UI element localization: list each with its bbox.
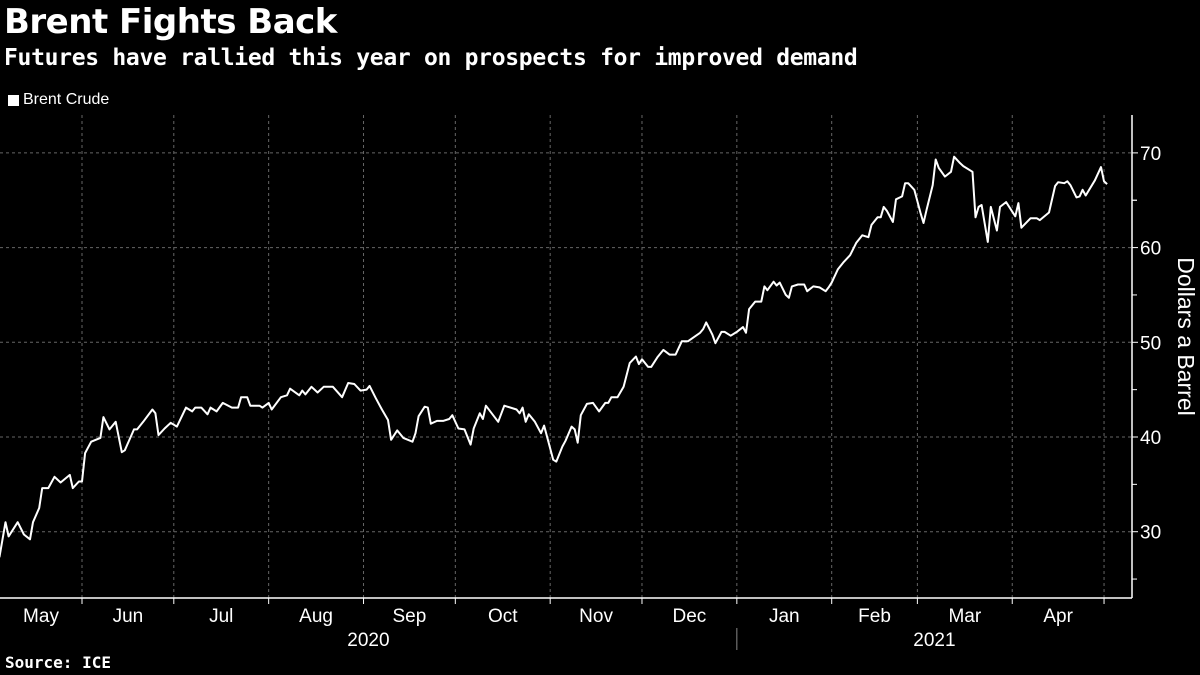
source-note: Source: ICE — [5, 653, 111, 672]
chart-title: Brent Fights Back — [4, 2, 337, 42]
y-tick-label: 50 — [1140, 333, 1161, 354]
x-tick-label: Mar — [948, 606, 981, 627]
x-tick-label: Jul — [209, 606, 233, 627]
series-line-brent-crude — [0, 155, 1108, 558]
year-label: 2021 — [913, 630, 955, 651]
y-tick-label: 60 — [1140, 239, 1161, 260]
x-tick-label: Feb — [858, 606, 891, 627]
x-tick-label: Oct — [488, 606, 518, 627]
legend-label: Brent Crude — [23, 91, 110, 108]
y-tick-label: 70 — [1140, 144, 1161, 165]
y-axis-title: Dollars a Barrel — [1173, 257, 1199, 416]
x-tick-label: Jan — [769, 606, 800, 627]
x-tick-label: Apr — [1043, 606, 1073, 627]
chart-subtitle: Futures have rallied this year on prospe… — [4, 45, 858, 71]
legend: Brent Crude — [8, 91, 109, 109]
y-tick-label: 40 — [1140, 428, 1161, 449]
x-tick-label: May — [23, 606, 59, 627]
x-tick-label: Jun — [113, 606, 144, 627]
x-tick-label: Sep — [393, 606, 427, 627]
legend-swatch — [8, 94, 19, 106]
y-tick-label: 30 — [1140, 523, 1161, 544]
x-tick-label: Dec — [673, 606, 707, 627]
x-tick-label: Nov — [579, 606, 613, 627]
year-label: 2020 — [347, 630, 389, 651]
x-tick-label: Aug — [299, 606, 333, 627]
